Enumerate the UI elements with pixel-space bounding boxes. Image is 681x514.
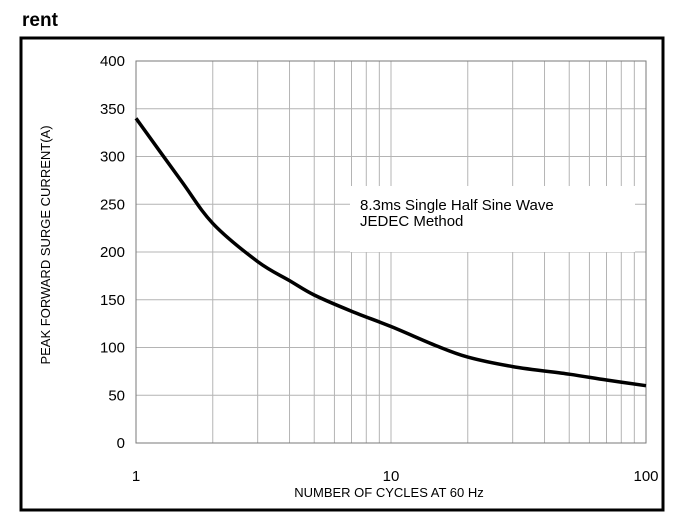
y-tick-label: 200 — [100, 244, 125, 261]
y-tick-label: 150 — [100, 292, 125, 309]
y-axis-label: PEAK FORWARD SURGE CURRENT(A) — [38, 125, 53, 364]
x-tick-label: 100 — [633, 468, 658, 485]
surge-current-series-line — [134, 117, 647, 388]
annotation-background — [350, 186, 635, 252]
tick-labels: 0 50 100 150 200 250 300 350 400 1 10 100 — [100, 53, 659, 485]
chart-frame — [19, 36, 665, 512]
y-tick-label: 50 — [108, 387, 125, 404]
y-tick-label: 350 — [100, 101, 125, 118]
header-fragment-text: rent — [22, 10, 59, 31]
annotation-line-2: JEDEC Method — [360, 213, 463, 230]
y-tick-label: 400 — [100, 53, 125, 70]
x-axis-label: NUMBER OF CYCLES AT 60 Hz — [294, 485, 484, 500]
y-tick-label: 100 — [100, 340, 125, 357]
series-layer — [134, 117, 647, 388]
y-tick-label: 250 — [100, 196, 125, 213]
y-tick-label: 300 — [100, 149, 125, 166]
y-tick-label: 0 — [117, 435, 125, 452]
axes — [135, 60, 647, 444]
x-tick-label: 10 — [383, 468, 400, 485]
annotation-line-1: 8.3ms Single Half Sine Wave — [360, 197, 554, 214]
plot-area-border — [135, 60, 647, 444]
x-tick-label: 1 — [132, 468, 140, 485]
